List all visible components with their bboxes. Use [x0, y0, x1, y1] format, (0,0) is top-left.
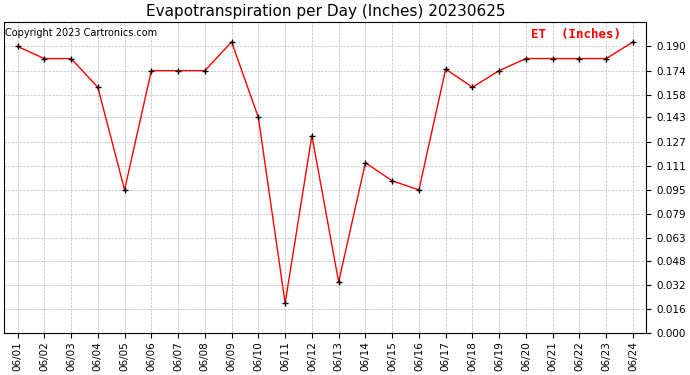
Text: Copyright 2023 Cartronics.com: Copyright 2023 Cartronics.com — [6, 28, 157, 38]
Title: Evapotranspiration per Day (Inches) 20230625: Evapotranspiration per Day (Inches) 2023… — [146, 4, 505, 19]
Text: ET  (Inches): ET (Inches) — [531, 28, 621, 41]
